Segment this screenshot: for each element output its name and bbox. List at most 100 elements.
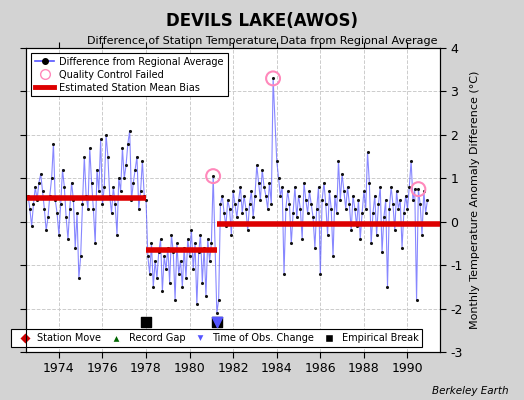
Point xyxy=(264,206,272,212)
Point xyxy=(68,180,76,186)
Point xyxy=(353,223,361,229)
Point xyxy=(40,206,49,212)
Point xyxy=(327,206,335,212)
Point xyxy=(91,240,100,247)
Point xyxy=(102,132,110,138)
Point xyxy=(412,297,421,303)
Point xyxy=(100,184,108,190)
Point xyxy=(376,184,385,190)
Point xyxy=(140,192,148,199)
Point xyxy=(80,153,89,160)
Point xyxy=(178,284,187,290)
Point xyxy=(305,188,314,194)
Point xyxy=(69,197,78,203)
Point xyxy=(414,186,422,192)
Point xyxy=(245,201,254,208)
Point xyxy=(129,180,137,186)
Point xyxy=(174,271,183,277)
Point xyxy=(374,201,383,208)
Point xyxy=(182,275,190,281)
Point xyxy=(240,192,248,199)
Point xyxy=(370,192,379,199)
Point xyxy=(256,197,265,203)
Point xyxy=(173,240,181,247)
Point xyxy=(213,318,221,325)
Point xyxy=(381,197,390,203)
Point xyxy=(213,318,221,325)
Point xyxy=(77,253,85,260)
Point xyxy=(162,266,170,273)
Point xyxy=(104,153,112,160)
Point xyxy=(265,180,274,186)
Point xyxy=(365,180,374,186)
Point xyxy=(105,192,114,199)
Point xyxy=(247,188,256,194)
Point xyxy=(116,188,125,194)
Point xyxy=(147,240,156,247)
Point xyxy=(418,232,426,238)
Point xyxy=(343,184,352,190)
Point xyxy=(82,192,90,199)
Point xyxy=(331,192,339,199)
Point xyxy=(127,197,136,203)
Point xyxy=(233,214,241,220)
Point xyxy=(311,244,319,251)
Point xyxy=(27,223,36,229)
Point xyxy=(394,206,402,212)
Point xyxy=(209,173,217,179)
Point xyxy=(332,210,341,216)
Point xyxy=(183,236,192,242)
Point xyxy=(390,227,399,234)
Point xyxy=(292,214,301,220)
Point xyxy=(196,232,205,238)
Point xyxy=(227,232,236,238)
Point xyxy=(111,201,119,208)
Point xyxy=(307,201,315,208)
Point xyxy=(218,192,226,199)
Point xyxy=(229,188,237,194)
Point xyxy=(225,206,234,212)
Point xyxy=(146,271,154,277)
Point xyxy=(244,227,252,234)
Point xyxy=(163,244,172,251)
Point xyxy=(193,301,201,308)
Point xyxy=(155,249,163,255)
Point xyxy=(385,206,394,212)
Point xyxy=(421,210,430,216)
Point xyxy=(131,166,139,173)
Point xyxy=(380,214,388,220)
Point xyxy=(58,166,67,173)
Point xyxy=(149,284,158,290)
Point xyxy=(189,266,198,273)
Point xyxy=(115,175,123,182)
Point xyxy=(124,140,132,147)
Point xyxy=(142,318,150,325)
Point xyxy=(261,192,270,199)
Point xyxy=(88,180,96,186)
Point xyxy=(169,249,178,255)
Point xyxy=(283,188,292,194)
Point xyxy=(26,206,34,212)
Point xyxy=(42,227,50,234)
Point xyxy=(64,236,72,242)
Point xyxy=(78,201,86,208)
Point xyxy=(213,310,221,316)
Point xyxy=(180,244,188,251)
Point xyxy=(338,171,346,177)
Point xyxy=(354,197,363,203)
Point xyxy=(342,206,350,212)
Point xyxy=(231,201,239,208)
Point xyxy=(249,214,257,220)
Point xyxy=(96,136,105,142)
Point xyxy=(71,244,80,251)
Point xyxy=(401,192,410,199)
Point xyxy=(287,240,296,247)
Point xyxy=(202,292,210,299)
Point xyxy=(85,145,94,151)
Point xyxy=(269,75,277,82)
Point xyxy=(191,240,199,247)
Point xyxy=(302,197,310,203)
Point xyxy=(336,197,344,203)
Point xyxy=(300,180,308,186)
Point xyxy=(329,253,337,260)
